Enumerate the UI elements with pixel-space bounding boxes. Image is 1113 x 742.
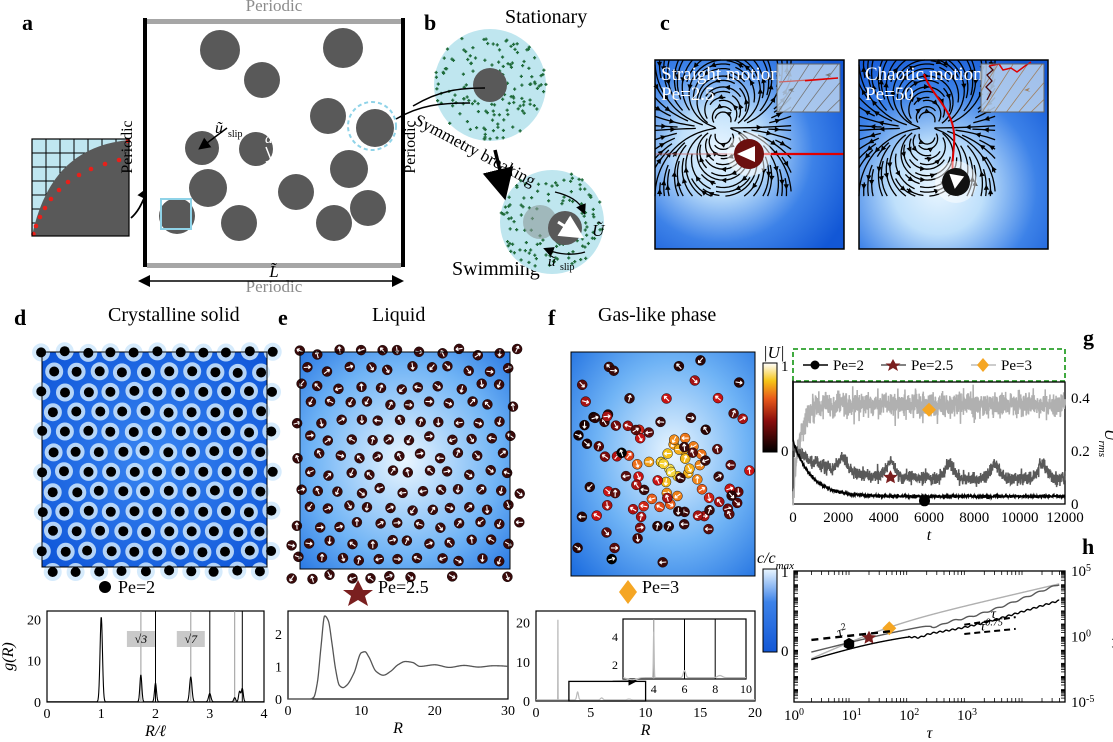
svg-text:0: 0	[781, 644, 789, 660]
svg-text:0: 0	[781, 444, 789, 460]
svg-text:1: 1	[781, 565, 789, 581]
svg-text:1: 1	[781, 359, 789, 375]
